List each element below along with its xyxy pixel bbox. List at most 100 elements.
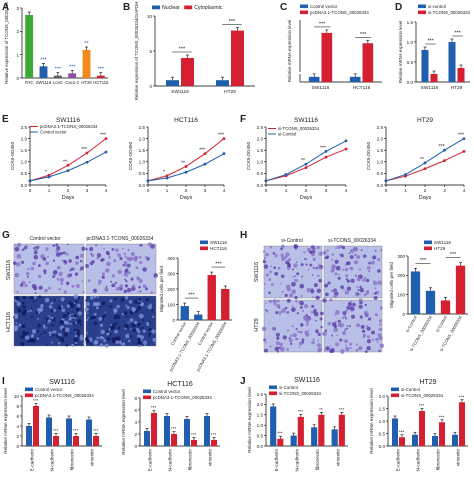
cell-mark — [28, 280, 32, 284]
cell-mark — [371, 338, 375, 341]
cell-mark — [87, 316, 90, 319]
cell-mark — [90, 252, 93, 255]
cell-mark — [349, 255, 354, 259]
x-tick-label: 2 — [67, 188, 70, 193]
sig-label: *** — [319, 21, 326, 27]
cell-mark — [93, 340, 98, 345]
bar — [457, 68, 465, 82]
cell-mark — [315, 267, 318, 270]
x-tick-label: SW1116 — [36, 80, 52, 85]
cell-mark — [60, 305, 64, 309]
cell-mark — [76, 303, 81, 308]
cell-mark — [375, 337, 379, 342]
bar — [448, 42, 456, 82]
legend-label: pcDNA3.1-TCONS_00026334 — [35, 393, 94, 398]
cell-mark — [340, 349, 345, 354]
cell-mark — [320, 325, 323, 329]
column-label: Control vector — [29, 236, 60, 242]
cell-mark — [353, 253, 357, 257]
cell-mark — [80, 334, 83, 338]
cell-mark — [110, 323, 113, 326]
bar — [73, 436, 79, 446]
cell-mark — [320, 265, 323, 268]
cell-mark — [270, 246, 273, 249]
cell-mark — [56, 277, 60, 281]
cell-mark — [104, 343, 109, 348]
legend-label: HT29 — [434, 246, 446, 251]
sig-label: *** — [339, 407, 345, 412]
bar — [25, 15, 34, 78]
sig-label: *** — [298, 409, 304, 414]
cell-mark — [97, 279, 102, 284]
cell-mark — [295, 300, 298, 303]
y-tick-label: 1.0 — [257, 160, 264, 165]
cell-mark — [342, 317, 344, 319]
cell-mark — [364, 303, 367, 307]
y-tick-label: 0.0 — [257, 183, 264, 188]
bar — [191, 440, 197, 446]
cell-mark — [291, 289, 296, 294]
bar — [180, 306, 189, 320]
bar — [421, 50, 429, 82]
cell-mark — [32, 338, 37, 343]
cell-mark — [266, 310, 269, 313]
y-axis-label: Relative mRNA expression level — [398, 21, 403, 83]
y-tick-label: 0.5 — [379, 431, 386, 436]
series-line — [29, 138, 107, 182]
cell-mark — [128, 339, 131, 343]
sig-label: *** — [399, 429, 405, 434]
y-tick-label: 3 — [16, 6, 19, 11]
x-tick-label: 0 — [385, 188, 388, 193]
cell-mark — [305, 332, 310, 337]
cell-mark — [31, 283, 37, 289]
y-tick-label: 0.5 — [257, 171, 264, 176]
cell-mark — [358, 298, 363, 303]
cell-mark — [93, 295, 96, 298]
cell-mark — [127, 321, 130, 324]
cell-mark — [344, 344, 347, 347]
cell-mark — [273, 302, 277, 306]
cell-mark — [101, 272, 105, 276]
sig-label: *** — [73, 428, 79, 433]
cell-mark — [299, 305, 303, 309]
bar — [93, 436, 99, 446]
cell-mark — [139, 260, 143, 265]
cell-mark — [26, 275, 29, 278]
cell-mark — [147, 304, 153, 310]
cell-mark — [311, 295, 314, 298]
cell-mark — [300, 295, 303, 298]
cell-mark — [359, 287, 365, 293]
cell-mark — [86, 331, 88, 334]
cell-mark — [145, 287, 148, 291]
cell-mark — [356, 277, 361, 282]
cell-mark — [85, 301, 90, 307]
cell-mark — [130, 277, 134, 281]
data-point — [85, 160, 89, 164]
bar — [440, 300, 451, 314]
cell-mark — [55, 248, 59, 253]
chart-title: SW1116 — [294, 377, 320, 384]
cell-mark — [16, 301, 21, 307]
cell-mark — [75, 283, 80, 288]
cell-mark — [101, 258, 105, 262]
sig-label: *** — [98, 67, 105, 73]
cell-mark — [104, 287, 109, 292]
y-tick-label: 0.5 — [407, 60, 414, 65]
series-line — [385, 150, 465, 182]
cell-mark — [338, 273, 340, 276]
legend-swatch — [152, 5, 160, 10]
bar — [86, 419, 92, 446]
y-axis-label: CCK8-OD450 — [10, 141, 15, 170]
cell-mark — [114, 310, 118, 313]
cell-mark — [362, 333, 367, 338]
cell-mark — [272, 252, 276, 255]
cell-mark — [52, 270, 58, 275]
cell-mark — [144, 256, 148, 260]
cell-mark — [128, 327, 131, 330]
bar — [68, 73, 77, 78]
cell-mark — [65, 320, 70, 325]
data-point — [423, 161, 427, 165]
x-axis-label: Days — [62, 195, 75, 201]
cell-mark — [350, 278, 355, 283]
